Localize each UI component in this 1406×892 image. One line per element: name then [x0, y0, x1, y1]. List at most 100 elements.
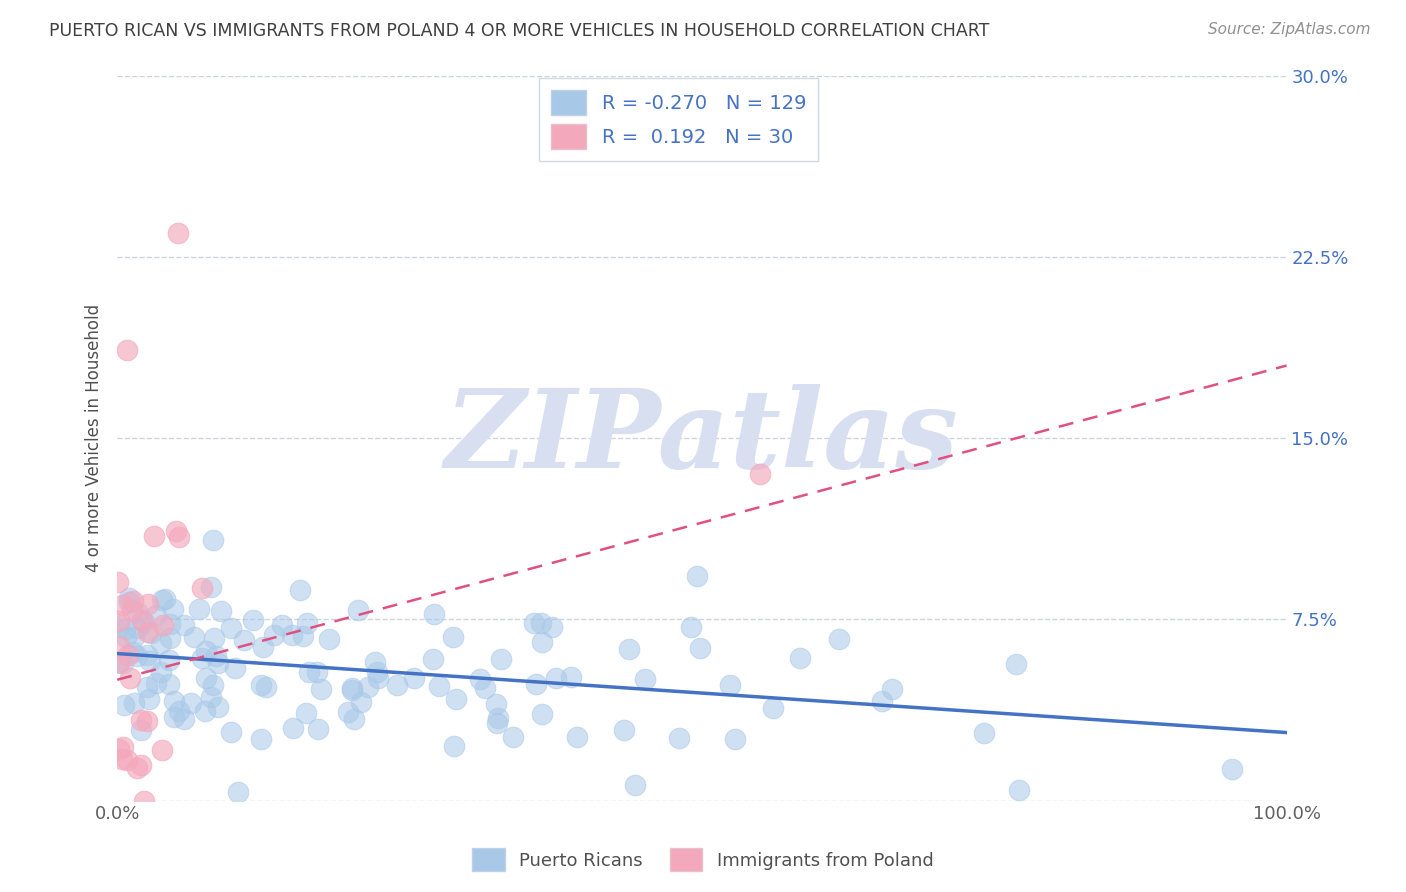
Point: [111, 656, 134, 670]
Point: [617, 642, 640, 657]
Point: [115, 343, 138, 357]
Point: [252, 640, 274, 655]
Point: [281, 628, 304, 642]
Point: [152, 618, 174, 632]
Point: [124, 697, 146, 711]
Point: [281, 721, 304, 735]
Point: [295, 706, 318, 721]
Point: [202, 533, 225, 547]
Point: [122, 630, 145, 644]
Text: PUERTO RICAN VS IMMIGRANTS FROM POLAND 4 OR MORE VEHICLES IN HOUSEHOLD CORRELATI: PUERTO RICAN VS IMMIGRANTS FROM POLAND 4…: [49, 22, 990, 40]
Point: [202, 631, 225, 645]
Point: [191, 651, 214, 665]
Point: [138, 692, 160, 706]
Point: [121, 603, 143, 617]
Point: [502, 731, 524, 745]
Point: [107, 618, 129, 632]
Point: [173, 712, 195, 726]
Point: [623, 778, 645, 792]
Point: [180, 696, 202, 710]
Point: [118, 591, 141, 605]
Point: [427, 679, 450, 693]
Point: [139, 626, 162, 640]
Point: [340, 682, 363, 697]
Point: [523, 616, 546, 631]
Point: [108, 657, 131, 671]
Text: ZIPatlas: ZIPatlas: [444, 384, 959, 491]
Point: [441, 630, 464, 644]
Point: [565, 731, 588, 745]
Point: [135, 680, 157, 694]
Point: [200, 690, 222, 705]
Point: [288, 582, 311, 597]
Point: [108, 639, 131, 653]
Point: [209, 604, 232, 618]
Point: [157, 677, 180, 691]
Point: [163, 710, 186, 724]
Point: [308, 723, 330, 737]
Point: [167, 226, 190, 240]
Point: [880, 682, 903, 697]
Legend: Puerto Ricans, Immigrants from Poland: Puerto Ricans, Immigrants from Poland: [465, 841, 941, 879]
Point: [973, 726, 995, 740]
Point: [364, 655, 387, 669]
Point: [789, 651, 811, 665]
Point: [468, 673, 491, 687]
Point: [444, 692, 467, 706]
Point: [357, 680, 380, 694]
Point: [108, 655, 131, 669]
Point: [127, 606, 149, 620]
Point: [613, 723, 636, 737]
Point: [340, 681, 363, 695]
Point: [337, 705, 360, 719]
Point: [111, 599, 134, 613]
Point: [224, 661, 246, 675]
Point: [422, 652, 444, 666]
Point: [129, 723, 152, 737]
Point: [724, 731, 747, 746]
Point: [221, 724, 243, 739]
Point: [762, 701, 785, 715]
Point: [485, 716, 508, 731]
Point: [125, 648, 148, 663]
Point: [187, 602, 209, 616]
Point: [226, 785, 249, 799]
Point: [402, 671, 425, 685]
Point: [668, 731, 690, 745]
Point: [165, 524, 187, 538]
Point: [159, 616, 181, 631]
Point: [1004, 657, 1026, 671]
Point: [544, 672, 567, 686]
Point: [828, 632, 851, 646]
Point: [530, 616, 553, 631]
Text: Source: ZipAtlas.com: Source: ZipAtlas.com: [1208, 22, 1371, 37]
Point: [443, 739, 465, 753]
Point: [366, 665, 388, 679]
Point: [115, 630, 138, 644]
Point: [122, 594, 145, 608]
Point: [232, 632, 254, 647]
Point: [152, 592, 174, 607]
Point: [870, 694, 893, 708]
Point: [270, 618, 292, 632]
Point: [167, 530, 190, 544]
Point: [135, 714, 157, 728]
Point: [112, 740, 135, 755]
Point: [136, 597, 159, 611]
Point: [145, 676, 167, 690]
Point: [689, 641, 711, 656]
Point: [163, 694, 186, 708]
Point: [249, 732, 271, 747]
Point: [152, 742, 174, 756]
Point: [136, 648, 159, 662]
Point: [297, 665, 319, 679]
Point: [117, 648, 139, 662]
Point: [149, 665, 172, 679]
Point: [318, 632, 340, 646]
Point: [202, 678, 225, 692]
Point: [155, 592, 177, 607]
Point: [125, 761, 148, 775]
Point: [167, 704, 190, 718]
Point: [132, 794, 155, 808]
Point: [346, 602, 368, 616]
